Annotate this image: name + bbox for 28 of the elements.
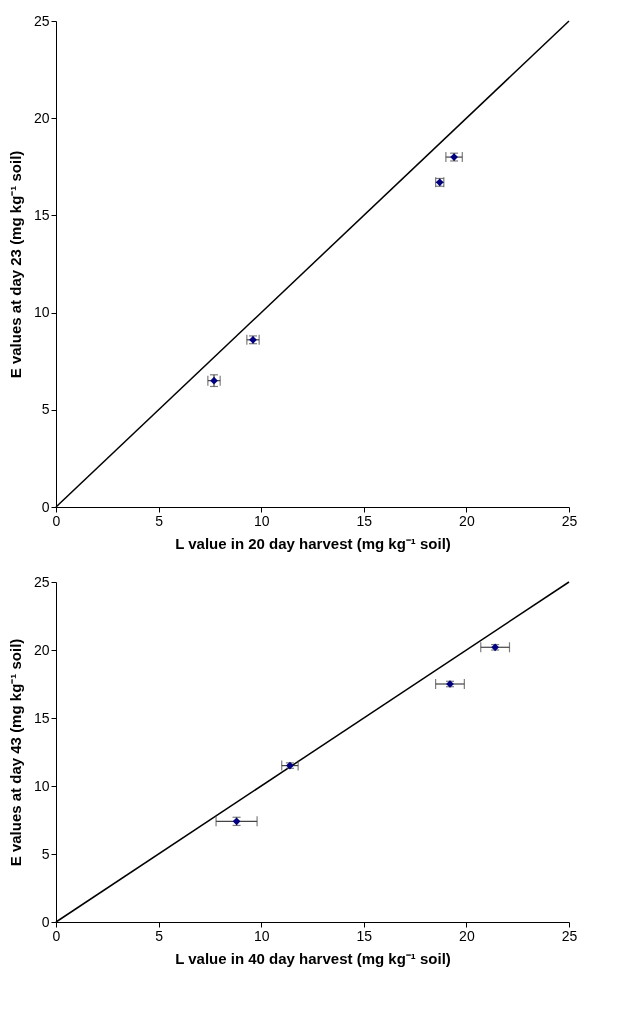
y-tick-label: 5 xyxy=(41,401,50,418)
y-tick-label: 25 xyxy=(33,12,50,29)
y-tick-label: 10 xyxy=(33,777,50,794)
x-tick-label: 10 xyxy=(253,927,270,944)
x-tick-label: 25 xyxy=(561,927,578,944)
x-tick-label: 0 xyxy=(52,927,61,944)
x-tick-label: 25 xyxy=(561,512,578,529)
y-tick-label: 15 xyxy=(33,206,50,223)
x-tick-label: 20 xyxy=(459,512,475,529)
y-axis-title: E values at day 23 (mg kg⁻¹ soil) xyxy=(6,150,24,379)
x-tick-label: 0 xyxy=(52,512,61,529)
x-axis-title: L value in 20 day harvest (mg kg⁻¹ soil) xyxy=(175,534,451,552)
y-tick-label: 20 xyxy=(33,109,50,126)
x-tick-label: 20 xyxy=(459,927,475,944)
x-tick-label: 15 xyxy=(356,512,373,529)
y-tick-label: 20 xyxy=(33,641,50,658)
x-tick-label: 5 xyxy=(155,927,164,944)
y-tick-label: 5 xyxy=(41,845,50,862)
y-axis-title: E values at day 43 (mg kg⁻¹ soil) xyxy=(6,638,24,867)
x-tick-label: 15 xyxy=(356,927,373,944)
y-tick-label: 10 xyxy=(33,304,50,321)
x-tick-label: 5 xyxy=(155,512,164,529)
y-tick-label: 0 xyxy=(41,498,50,515)
x-tick-label: 10 xyxy=(253,512,270,529)
y-tick-label: 15 xyxy=(33,709,50,726)
y-tick-label: 0 xyxy=(41,913,50,930)
y-tick-label: 25 xyxy=(33,573,50,590)
x-axis-title: L value in 40 day harvest (mg kg⁻¹ soil) xyxy=(175,949,451,967)
